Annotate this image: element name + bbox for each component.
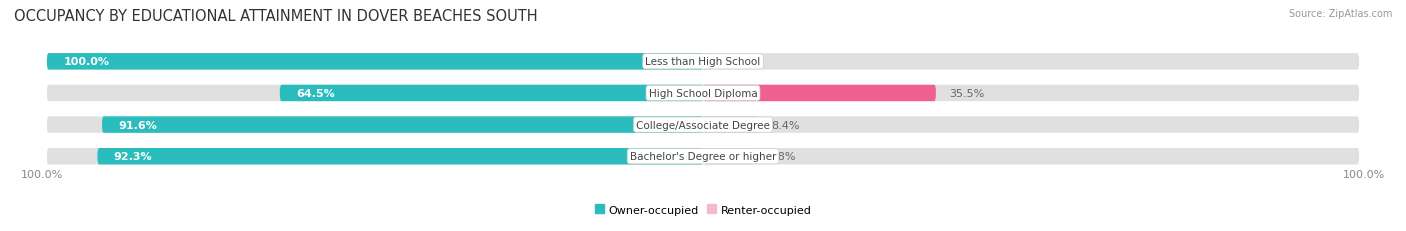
Text: OCCUPANCY BY EDUCATIONAL ATTAINMENT IN DOVER BEACHES SOUTH: OCCUPANCY BY EDUCATIONAL ATTAINMENT IN D… <box>14 9 537 24</box>
Text: 7.8%: 7.8% <box>768 152 796 161</box>
Text: 100.0%: 100.0% <box>21 169 63 179</box>
FancyBboxPatch shape <box>280 85 703 102</box>
Text: 100.0%: 100.0% <box>63 57 110 67</box>
Text: College/Associate Degree: College/Associate Degree <box>636 120 770 130</box>
Text: 91.6%: 91.6% <box>118 120 157 130</box>
FancyBboxPatch shape <box>703 54 713 70</box>
FancyBboxPatch shape <box>703 85 936 102</box>
Text: 8.4%: 8.4% <box>772 120 800 130</box>
Text: Bachelor's Degree or higher: Bachelor's Degree or higher <box>630 152 776 161</box>
FancyBboxPatch shape <box>46 54 703 70</box>
FancyBboxPatch shape <box>46 148 1360 165</box>
Text: Source: ZipAtlas.com: Source: ZipAtlas.com <box>1288 9 1392 19</box>
FancyBboxPatch shape <box>46 117 1360 133</box>
FancyBboxPatch shape <box>103 117 703 133</box>
FancyBboxPatch shape <box>46 85 1360 102</box>
Text: 100.0%: 100.0% <box>1343 169 1385 179</box>
Legend: Owner-occupied, Renter-occupied: Owner-occupied, Renter-occupied <box>591 200 815 219</box>
Text: 92.3%: 92.3% <box>114 152 152 161</box>
Text: 35.5%: 35.5% <box>949 88 984 99</box>
FancyBboxPatch shape <box>46 54 1360 70</box>
FancyBboxPatch shape <box>97 148 703 165</box>
FancyBboxPatch shape <box>703 117 758 133</box>
Text: 0.0%: 0.0% <box>725 57 754 67</box>
Text: High School Diploma: High School Diploma <box>648 88 758 99</box>
FancyBboxPatch shape <box>703 148 754 165</box>
Text: Less than High School: Less than High School <box>645 57 761 67</box>
Text: 64.5%: 64.5% <box>297 88 335 99</box>
